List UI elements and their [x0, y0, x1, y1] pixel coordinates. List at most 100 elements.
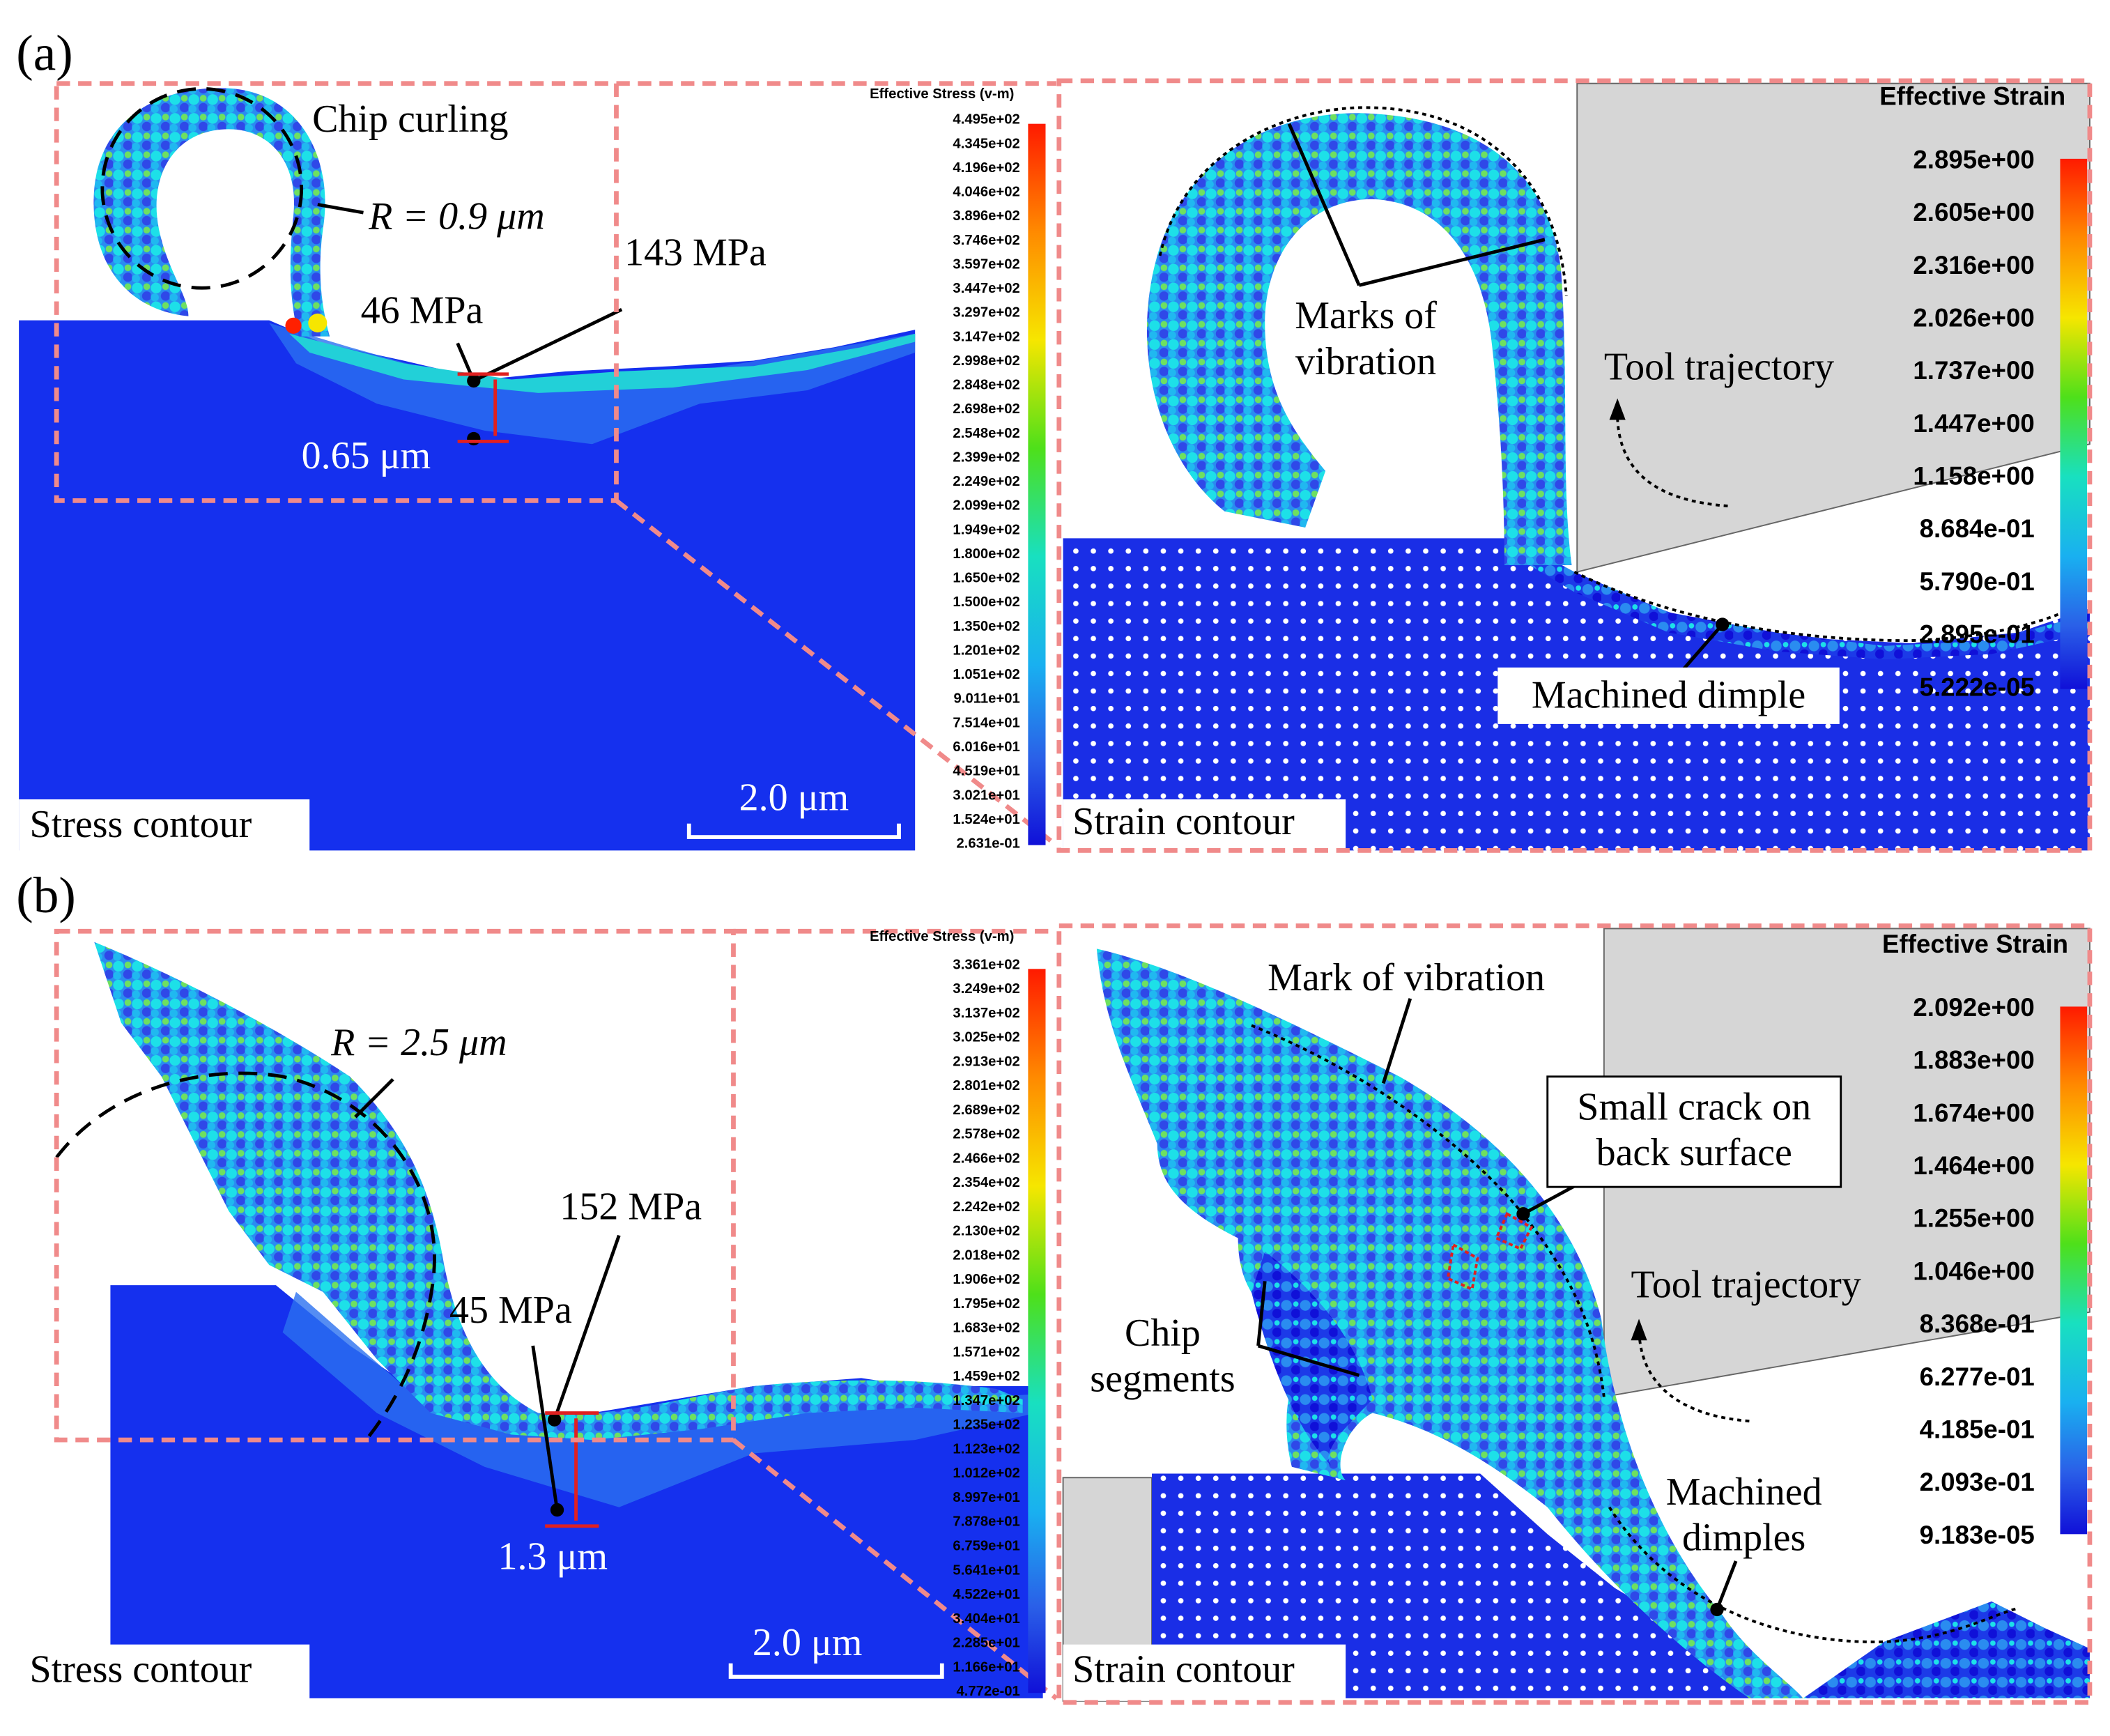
colorbar-label: 2.249e+02 [953, 474, 1019, 489]
zoom-box [54, 81, 619, 503]
marker [550, 1503, 564, 1517]
scale-bar [728, 1663, 944, 1679]
colorbar-label: 1.650e+02 [953, 571, 1019, 586]
annotation: Small crack on back surface [1577, 1086, 1811, 1175]
leader [1256, 1281, 1360, 1377]
fit-curve [1251, 1024, 1605, 1397]
colorbar-label: 2.285e+01 [953, 1636, 1019, 1651]
colorbar-label: 2.093e-01 [1920, 1468, 2035, 1496]
caption-box [19, 1644, 310, 1701]
caption-box [1063, 799, 1346, 854]
colorbar-label: 2.466e+02 [953, 1151, 1019, 1166]
caption: Stress contour [30, 803, 252, 846]
marker [467, 431, 481, 446]
colorbar-label: 1.571e+02 [953, 1344, 1019, 1360]
annotation: 143 MPa [624, 231, 767, 274]
colorbar-label: 2.631e-01 [957, 836, 1020, 852]
colorbar-label: 3.147e+02 [953, 329, 1019, 344]
colorbar-label: 3.021e+01 [953, 788, 1019, 803]
marker [467, 374, 481, 388]
colorbar-label: 1.350e+02 [953, 619, 1019, 634]
colorbar-label: 1.795e+02 [953, 1296, 1019, 1312]
annotation-line: back surface [1596, 1131, 1792, 1174]
leader [1381, 998, 1412, 1084]
arrowhead [1609, 398, 1626, 420]
colorbar-label: 1.683e+02 [953, 1321, 1019, 1336]
colorbar-label: 4.196e+02 [953, 160, 1019, 176]
colorbar-label: 8.368e-01 [1920, 1309, 2035, 1338]
leader [354, 1077, 394, 1119]
colorbar-label: 8.684e-01 [1920, 514, 2035, 543]
colorbar-label: 3.025e+02 [953, 1030, 1019, 1045]
colorbar-label: 2.026e+00 [1913, 303, 2034, 332]
colorbar-label: 1.524e+01 [953, 812, 1019, 827]
annotation-line: Machined [1666, 1470, 1822, 1514]
panel-label: (b) [16, 867, 76, 923]
annotation: 46 MPa [361, 289, 484, 332]
colorbar-label: 1.949e+02 [953, 522, 1019, 537]
colorbar-label: 4.345e+02 [953, 136, 1019, 151]
colorbar-label: 6.016e+01 [953, 739, 1019, 755]
zoom-line [615, 81, 1058, 847]
annotation: Marks of vibration [1295, 294, 1437, 383]
annotation-box [1275, 295, 1456, 390]
colorbar-label: 2.092e+00 [1913, 993, 2034, 1022]
colorbar-label: 1.347e+02 [953, 1393, 1019, 1408]
colorbar-label: 1.158e+00 [1913, 462, 2034, 491]
fit-curve [1608, 1506, 2019, 1643]
annotation: 0.65 μm [302, 434, 431, 477]
leader [1287, 123, 1546, 287]
colorbar-label: 2.689e+02 [953, 1103, 1019, 1118]
colorbar-label: 2.548e+02 [953, 426, 1019, 441]
colorbar-title: Effective Stress (v-m) [870, 86, 1014, 102]
colorbar-label: 1.737e+00 [1913, 356, 2034, 385]
zoom-box [54, 928, 736, 1443]
colorbar-label: 1.166e+01 [953, 1659, 1019, 1675]
annotation: 45 MPa [449, 1289, 572, 1332]
colorbar [2060, 158, 2088, 689]
caption: Strain contour [1072, 1648, 1295, 1691]
colorbar-label: 3.297e+02 [953, 305, 1019, 321]
colorbar-label: 2.895e+00 [1913, 145, 2034, 174]
colorbar-label: 9.183e-05 [1920, 1521, 2035, 1549]
leader [317, 203, 364, 215]
annotation: R = 2.5 μm [330, 1021, 507, 1064]
colorbar-label: 4.185e-01 [1920, 1415, 2035, 1443]
colorbar-label: 1.255e+00 [1913, 1204, 2034, 1233]
colorbar-label: 3.597e+02 [953, 256, 1019, 272]
annotation-line: Machined dimple [1532, 674, 1805, 717]
colorbar-label: 5.222e-05 [1920, 673, 2035, 701]
annotation: Machined dimples [1666, 1470, 1822, 1560]
colorbar-label: 5.641e+01 [953, 1562, 1019, 1578]
fit-curve [1158, 106, 1568, 296]
colorbar-label: 2.316e+00 [1913, 251, 2034, 279]
colorbar-label: 3.746e+02 [953, 233, 1019, 248]
scale-bar-label: 2.0 μm [753, 1621, 863, 1664]
arrowhead [1631, 1319, 1647, 1341]
colorbar-title: Effective Stress (v-m) [870, 929, 1014, 944]
colorbar-label: 2.354e+02 [953, 1175, 1019, 1190]
marker [548, 1413, 562, 1427]
colorbar-label: 2.399e+02 [953, 450, 1019, 465]
colorbar-label: 2.018e+02 [953, 1247, 1019, 1263]
zoom-line [732, 928, 1058, 1700]
colorbar-label: 6.277e-01 [1920, 1362, 2035, 1391]
scale-bar [686, 823, 901, 839]
colorbar-label: 1.500e+02 [953, 594, 1019, 610]
trajectory [1638, 1326, 1750, 1423]
colorbar-label: 1.459e+02 [953, 1369, 1019, 1384]
colorbar [1028, 969, 1046, 1693]
colorbar-label: 1.464e+00 [1913, 1151, 2034, 1180]
curl-circle [100, 87, 304, 290]
colorbar [2060, 1006, 2088, 1535]
leader [531, 1234, 621, 1510]
colorbar-label: 3.249e+02 [953, 981, 1019, 997]
colorbar-label: 2.895e-01 [1920, 620, 2035, 649]
annotation-line: dimples [1682, 1516, 1805, 1560]
annotation-line: Small crack on [1577, 1086, 1811, 1129]
annotation: Chip segments [1090, 1312, 1235, 1401]
caption-box [1063, 1644, 1346, 1701]
depth-marker [457, 372, 509, 443]
